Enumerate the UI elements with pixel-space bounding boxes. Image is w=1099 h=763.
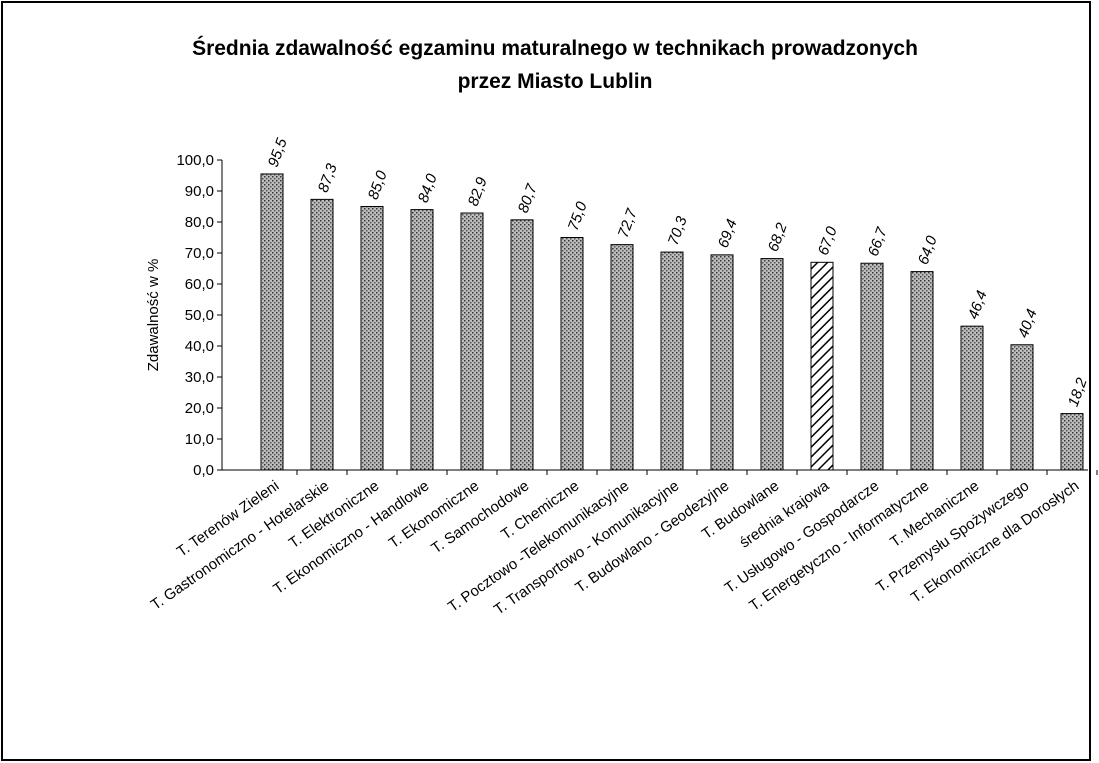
bar bbox=[610, 244, 634, 471]
value-label: 69,4 bbox=[715, 217, 741, 250]
value-label: 87,3 bbox=[315, 161, 341, 195]
value-label: 64,0 bbox=[915, 233, 941, 267]
y-tick-label: 80,0 bbox=[185, 214, 214, 231]
bar bbox=[910, 271, 934, 471]
y-tick-label: 90,0 bbox=[185, 183, 214, 200]
y-tick-label: 30,0 bbox=[185, 369, 214, 386]
y-tick-label: 0,0 bbox=[193, 462, 214, 479]
x-tick-label: T. Pocztowo -Telekomunikacyjne bbox=[445, 477, 632, 615]
bar bbox=[960, 325, 984, 471]
y-tick-label: 50,0 bbox=[185, 307, 214, 324]
bar bbox=[1060, 413, 1084, 471]
value-label: 46,4 bbox=[965, 288, 991, 321]
bar bbox=[810, 261, 834, 471]
bar bbox=[760, 258, 784, 471]
value-label: 18,2 bbox=[1065, 375, 1091, 409]
bar bbox=[860, 262, 884, 471]
bar bbox=[710, 254, 734, 471]
value-label: 70,3 bbox=[665, 214, 691, 248]
y-axis-label: Zdawalność w % bbox=[145, 259, 162, 372]
y-tick-label: 100,0 bbox=[176, 152, 214, 169]
y-tick-label: 60,0 bbox=[185, 276, 214, 293]
bar bbox=[410, 209, 434, 471]
bar bbox=[660, 251, 684, 471]
bar bbox=[510, 219, 534, 471]
value-label: 66,7 bbox=[865, 225, 891, 259]
value-label: 67,0 bbox=[815, 224, 841, 258]
bar bbox=[560, 237, 584, 471]
value-label: 82,9 bbox=[465, 175, 491, 209]
value-label: 75,0 bbox=[565, 199, 591, 233]
value-label: 68,2 bbox=[765, 220, 791, 254]
bar bbox=[360, 206, 384, 471]
y-tick-label: 40,0 bbox=[185, 338, 214, 355]
y-tick-label: 70,0 bbox=[185, 245, 214, 262]
chart-title: Średnia zdawalność egzaminu maturalnego … bbox=[192, 36, 918, 60]
y-tick-label: 20,0 bbox=[185, 400, 214, 417]
value-label: 84,0 bbox=[415, 171, 441, 205]
bar bbox=[310, 198, 334, 471]
value-label: 40,4 bbox=[1015, 307, 1041, 340]
value-label: 80,7 bbox=[515, 181, 541, 215]
chart-title: przez Miasto Lublin bbox=[458, 70, 653, 93]
value-label: 72,7 bbox=[615, 206, 641, 240]
bar bbox=[260, 173, 284, 471]
bar bbox=[460, 212, 484, 471]
value-label: 85,0 bbox=[365, 168, 391, 202]
value-label: 95,5 bbox=[265, 135, 291, 169]
bar bbox=[1010, 344, 1034, 471]
y-tick-label: 10,0 bbox=[185, 431, 214, 448]
